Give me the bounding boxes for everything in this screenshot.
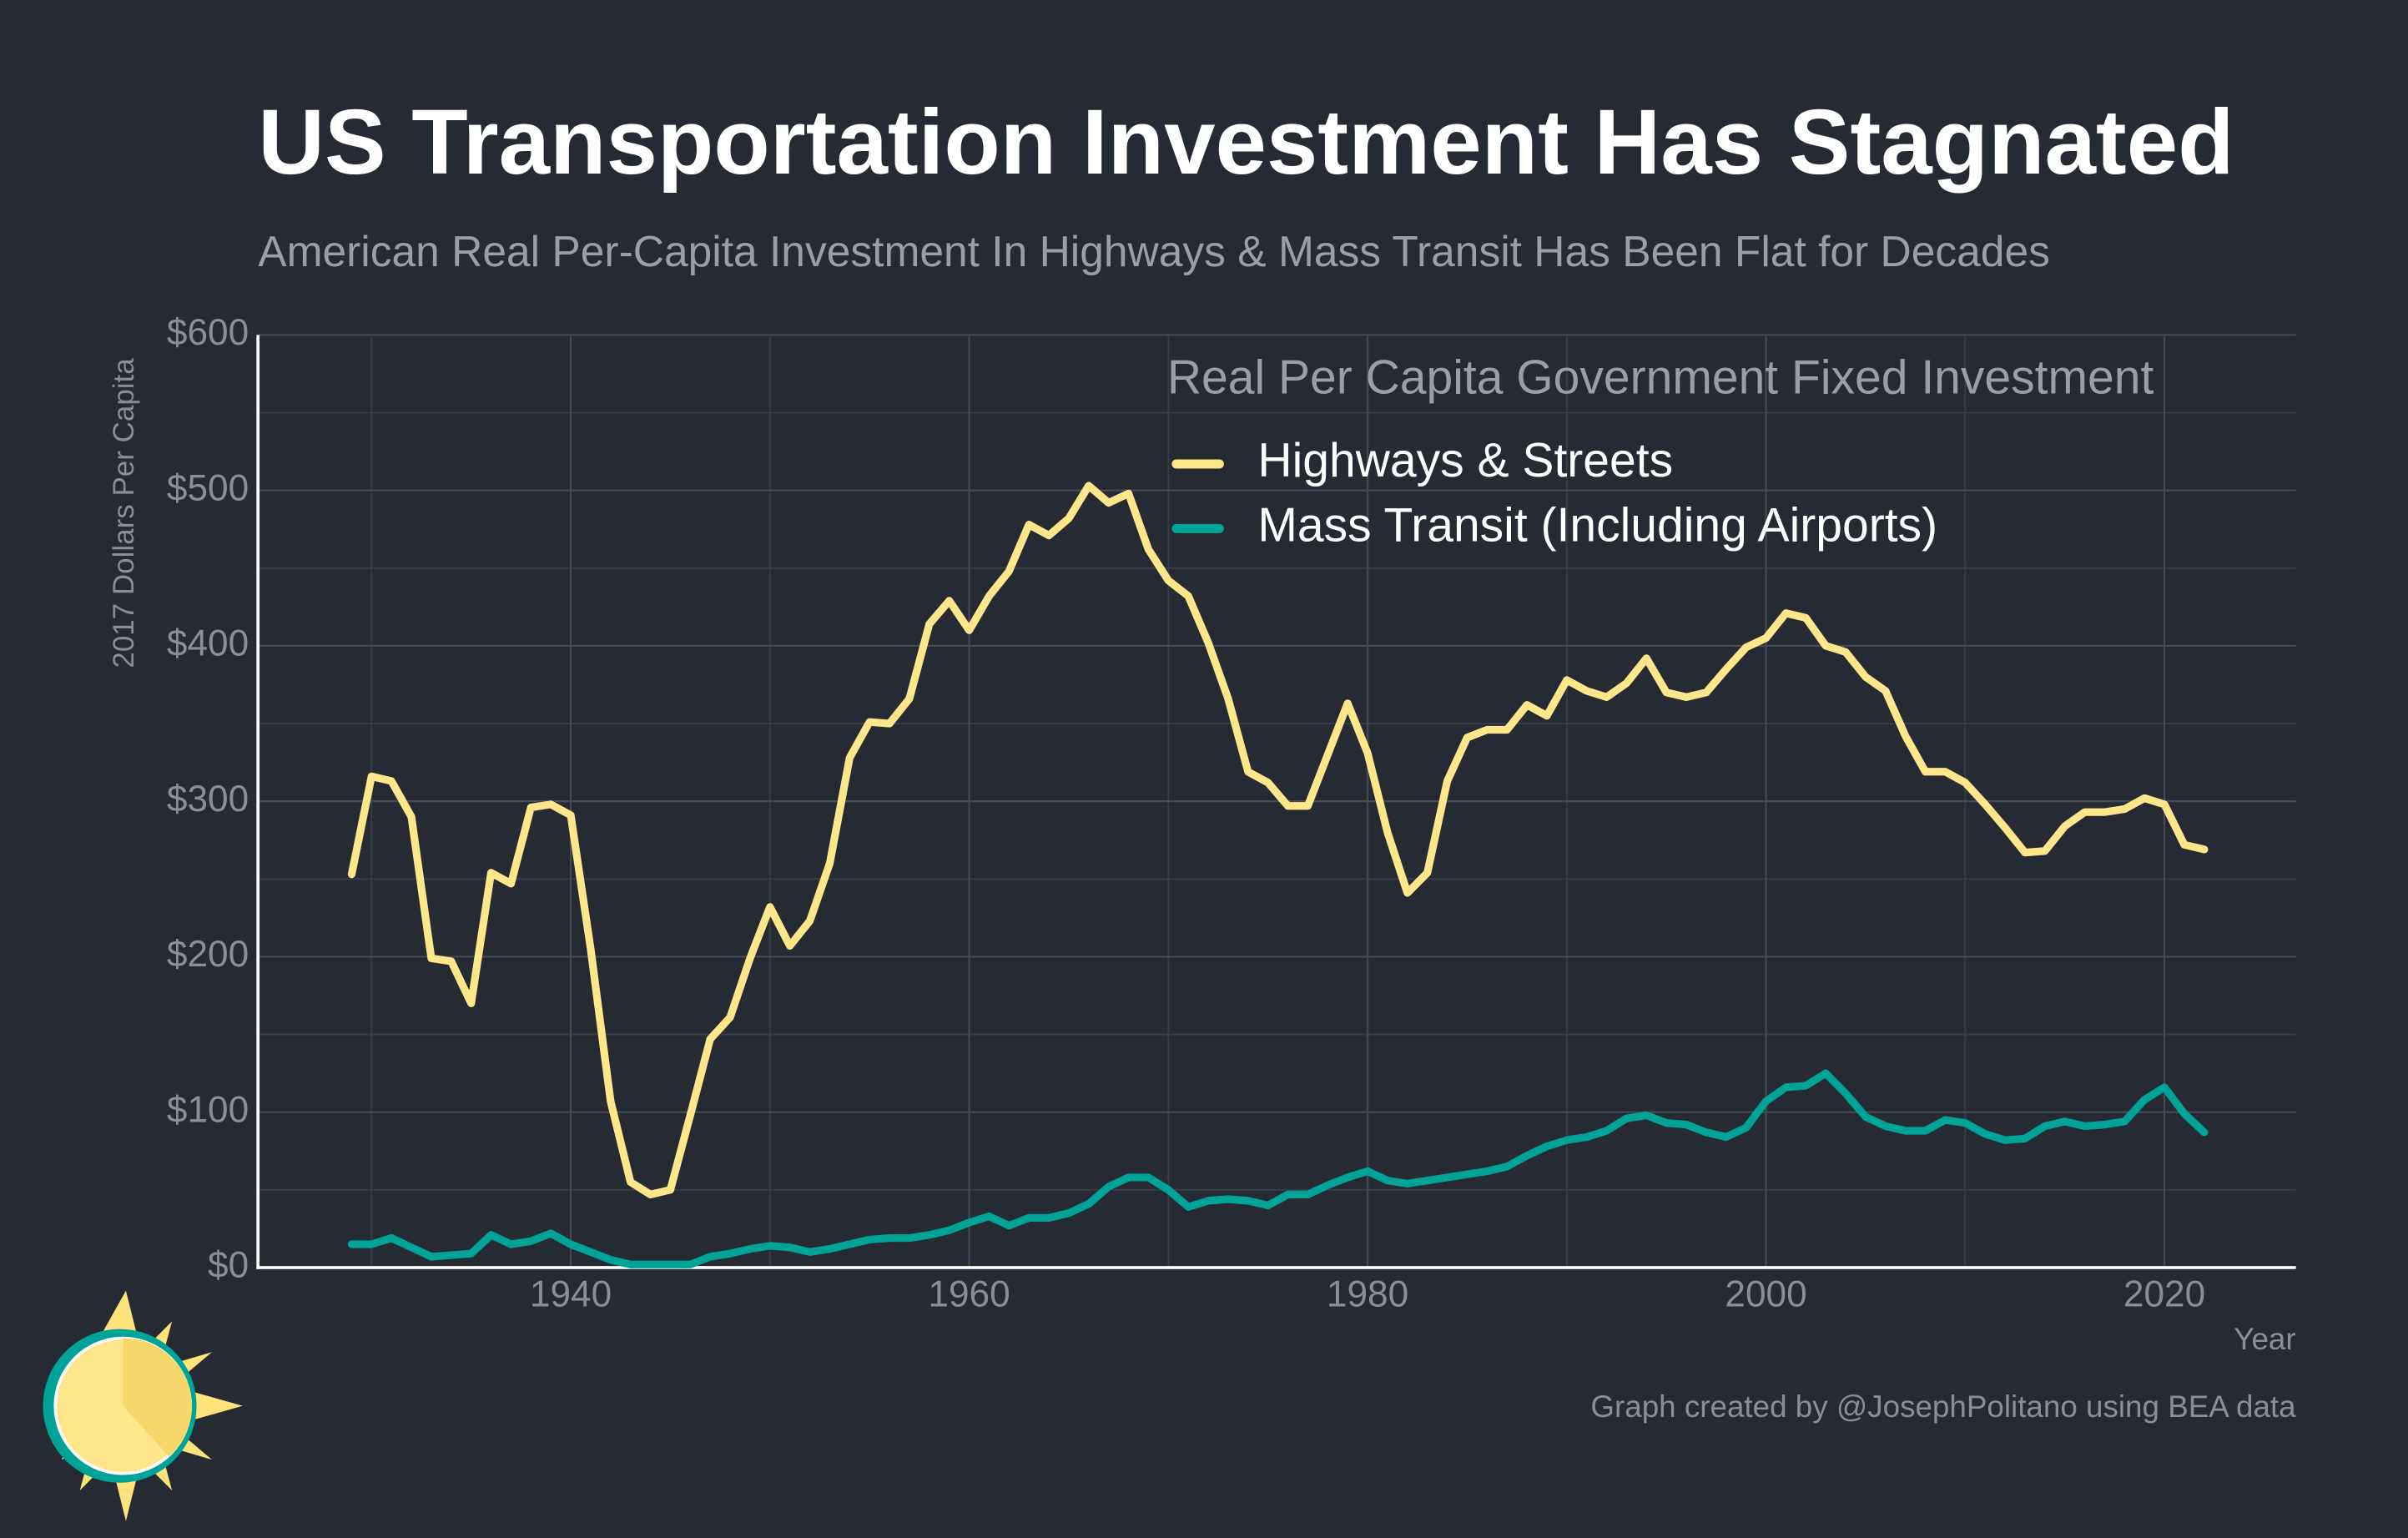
x-tick-label: 1940 [530, 1274, 612, 1315]
y-tick-label: $500 [167, 467, 249, 508]
y-tick-label: $300 [167, 779, 249, 819]
y-axis-label: 2017 Dollars Per Capita [108, 358, 140, 668]
legend-label: Mass Transit (Including Airports) [1257, 498, 1937, 552]
data-line [347, 1069, 2209, 1268]
chart-title: US Transportation Investment Has Stagnat… [258, 91, 2234, 194]
x-axis-label: Year [2234, 1322, 2295, 1356]
logo [43, 1290, 243, 1521]
x-tick-label: 2000 [1725, 1274, 1806, 1315]
x-tick-label: 1980 [1327, 1274, 1408, 1315]
legend-title: Real Per Capita Government Fixed Investm… [1167, 351, 2154, 405]
x-tick-label: 2020 [2123, 1274, 2205, 1315]
credit: Graph created by @JosephPolitano using B… [1590, 1389, 2296, 1424]
y-tick-label: $400 [167, 623, 249, 664]
y-tick-label: $0 [208, 1245, 249, 1286]
data-line [347, 482, 2209, 1199]
y-tick-label: $200 [167, 934, 249, 975]
chart-subtitle: American Real Per-Capita Investment In H… [258, 227, 2050, 275]
legend-label: Highways & Streets [1257, 434, 1673, 487]
x-tick-label: 1960 [928, 1274, 1010, 1315]
y-tick-label: $600 [167, 312, 249, 353]
plot-area: $0 $100 $200 $300 $400 $500 $600 1940 1960 1980 20… [167, 312, 2296, 1315]
logo-shade [123, 1338, 192, 1457]
y-tick-label: $100 [167, 1089, 249, 1130]
